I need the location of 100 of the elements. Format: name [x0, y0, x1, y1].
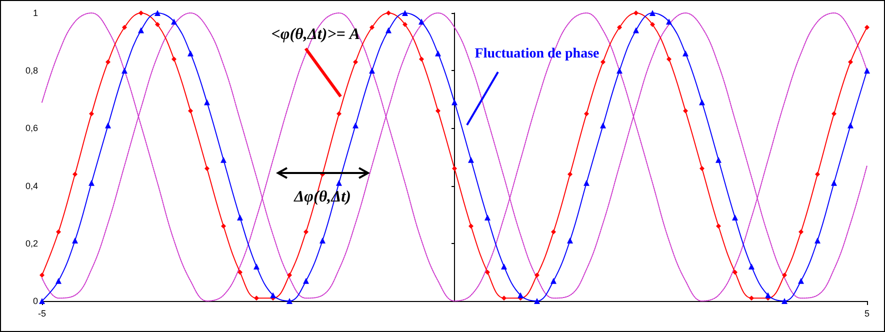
point	[436, 108, 440, 114]
point	[748, 263, 754, 270]
point	[584, 180, 590, 186]
point	[402, 22, 408, 28]
point	[484, 214, 490, 220]
point	[864, 24, 870, 30]
point	[386, 10, 391, 16]
point	[501, 263, 507, 270]
point	[72, 172, 78, 177]
point	[666, 56, 672, 62]
point	[254, 296, 259, 301]
point	[568, 172, 572, 177]
point	[138, 27, 144, 34]
point	[56, 229, 61, 234]
point	[122, 24, 127, 30]
y-tick-label: 0,2	[25, 238, 38, 248]
point	[254, 263, 260, 270]
point	[238, 270, 242, 275]
point	[452, 99, 458, 106]
y-tick-label: 1	[32, 8, 38, 18]
point	[616, 68, 622, 74]
point	[732, 270, 738, 275]
point	[832, 111, 836, 116]
point	[798, 278, 804, 284]
point	[716, 156, 722, 163]
point	[485, 270, 490, 275]
point	[352, 122, 358, 128]
point	[782, 298, 788, 304]
point	[138, 10, 144, 16]
point	[220, 156, 226, 163]
point	[370, 24, 374, 30]
point	[650, 22, 655, 28]
point	[815, 172, 820, 177]
point	[452, 166, 457, 172]
point	[320, 238, 326, 244]
point	[650, 10, 656, 16]
point	[848, 59, 853, 64]
point	[88, 180, 94, 186]
point	[831, 180, 837, 186]
point	[567, 238, 573, 244]
point	[518, 292, 524, 298]
point	[122, 68, 128, 74]
point	[765, 292, 771, 298]
point	[749, 296, 754, 301]
point	[634, 10, 638, 16]
point	[468, 224, 474, 229]
point	[435, 50, 441, 56]
point	[369, 68, 375, 74]
point	[617, 24, 622, 30]
y-tick-label: 0,8	[25, 66, 38, 76]
x-tick-label: -5	[38, 308, 46, 318]
point	[550, 278, 556, 284]
point	[584, 111, 589, 116]
point	[419, 56, 424, 62]
point	[106, 59, 110, 64]
point	[814, 238, 820, 244]
point	[386, 27, 392, 34]
point	[171, 18, 177, 25]
point	[304, 229, 308, 234]
point	[237, 214, 243, 220]
point	[353, 59, 358, 64]
point	[40, 272, 44, 278]
point	[89, 111, 94, 116]
point	[682, 50, 688, 56]
y-tick-label: 0,6	[25, 123, 38, 134]
point	[502, 296, 506, 301]
point	[534, 298, 540, 304]
y-tick-label: 0	[32, 296, 38, 306]
point	[72, 238, 78, 244]
point	[600, 122, 606, 128]
point	[286, 298, 292, 304]
point	[105, 122, 111, 128]
point	[154, 10, 160, 16]
point	[551, 229, 556, 234]
point	[600, 59, 606, 64]
point	[287, 272, 292, 278]
point	[155, 22, 160, 28]
y-tick-label: 0,4	[25, 180, 38, 191]
point	[782, 272, 787, 278]
point	[716, 224, 721, 229]
point	[468, 156, 474, 163]
x-tick-label: 5	[864, 308, 870, 318]
point	[700, 166, 704, 172]
point	[699, 99, 705, 106]
point	[188, 108, 193, 114]
point	[418, 18, 424, 25]
point	[56, 278, 62, 284]
point	[732, 214, 738, 220]
point	[848, 122, 854, 128]
point	[633, 27, 639, 34]
point	[534, 272, 540, 278]
point	[188, 50, 194, 56]
point	[402, 10, 408, 16]
point	[303, 278, 309, 284]
point	[864, 68, 870, 74]
point	[336, 180, 342, 186]
point	[683, 108, 688, 114]
point	[204, 166, 210, 172]
point	[270, 292, 276, 298]
point	[221, 224, 226, 229]
